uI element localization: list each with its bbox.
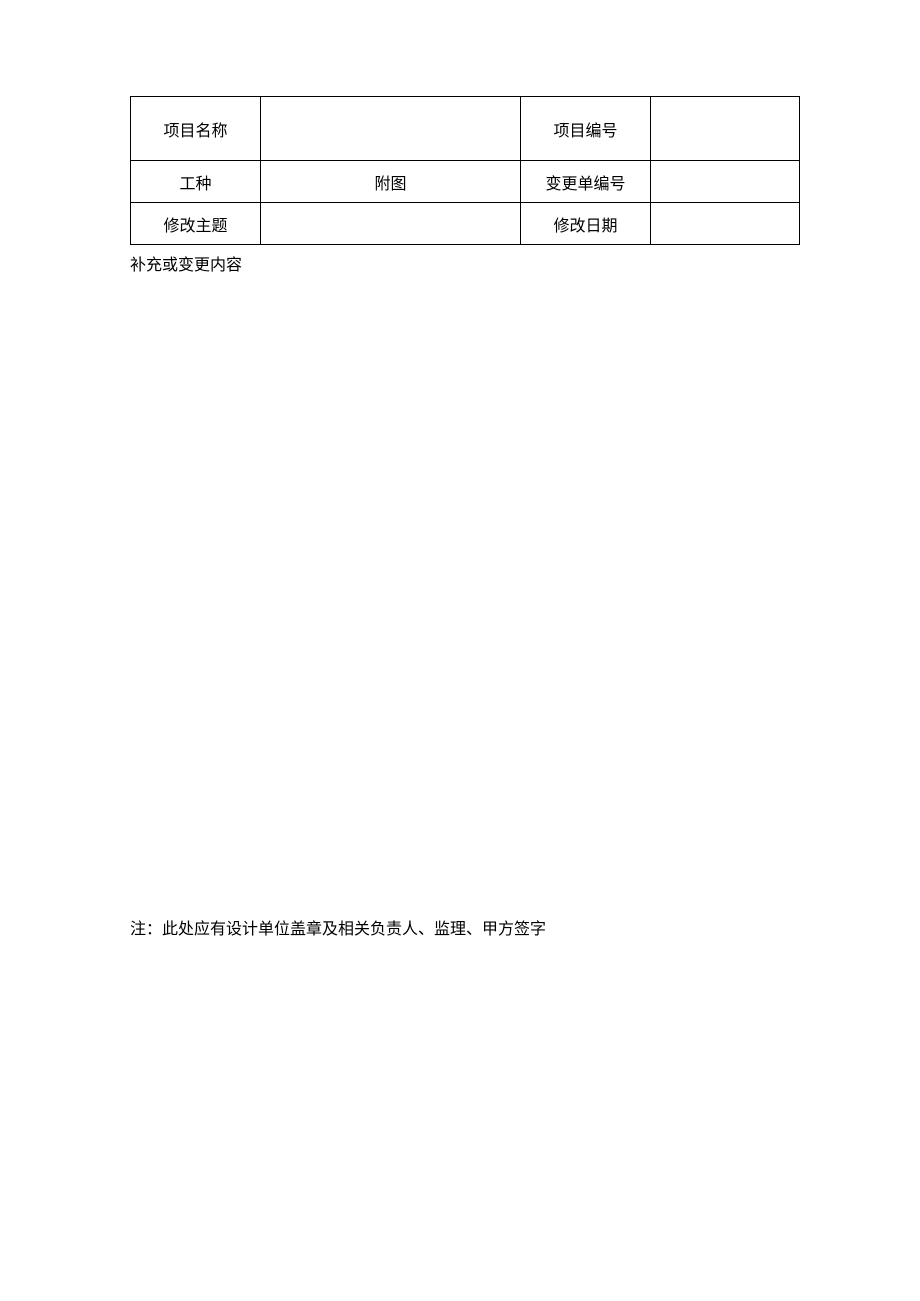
cell-worktype-value: 附图 <box>261 161 521 203</box>
cell-project-name-label: 项目名称 <box>131 97 261 161</box>
cell-subject-label: 修改主题 <box>131 203 261 245</box>
table-row: 修改主题 修改日期 <box>131 203 800 245</box>
cell-change-no-label: 变更单编号 <box>521 161 651 203</box>
table-row: 工种 附图 变更单编号 <box>131 161 800 203</box>
form-table: 项目名称 项目编号 工种 附图 变更单编号 修改主题 修改日期 <box>130 96 800 245</box>
cell-project-no-value <box>651 97 800 161</box>
cell-date-label: 修改日期 <box>521 203 651 245</box>
content-heading: 补充或变更内容 <box>130 251 800 275</box>
table-row: 项目名称 项目编号 <box>131 97 800 161</box>
cell-project-no-label: 项目编号 <box>521 97 651 161</box>
cell-subject-value <box>261 203 521 245</box>
footer-note: 注：此处应有设计单位盖章及相关负责人、监理、甲方签字 <box>130 915 800 939</box>
cell-change-no-value <box>651 161 800 203</box>
cell-date-value <box>651 203 800 245</box>
page-content: 项目名称 项目编号 工种 附图 变更单编号 修改主题 修改日期 补充或变更内容 … <box>0 0 920 939</box>
cell-project-name-value <box>261 97 521 161</box>
cell-worktype-label: 工种 <box>131 161 261 203</box>
